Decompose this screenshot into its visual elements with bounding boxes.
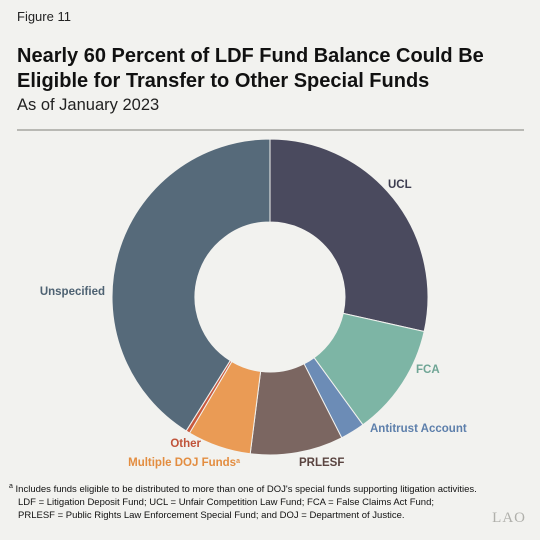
- chart-subtitle: As of January 2023: [17, 96, 160, 114]
- footnote-marker: a: [9, 483, 13, 490]
- lao-logo: LAO: [492, 510, 526, 526]
- label-prlesf: PRLESF: [299, 457, 344, 469]
- slice-unspecified: [111, 138, 271, 432]
- label-multiple-doj-funds: Multiple DOJ Fundsa: [128, 457, 240, 469]
- footnote-text: Includes funds eligible to be distribute…: [15, 484, 477, 496]
- label-footnote-marker: a: [236, 458, 240, 465]
- title-divider: [17, 129, 524, 131]
- abbreviations-line-1: LDF = Litigation Deposit Fund; UCL = Unf…: [18, 497, 434, 509]
- label-unspecified: Unspecified: [40, 286, 105, 298]
- label-ucl: UCL: [388, 179, 412, 191]
- label-fca: FCA: [416, 364, 440, 376]
- label-other: Other: [170, 438, 201, 450]
- slice-ucl: [269, 138, 429, 333]
- abbreviations-line-2: PRLESF = Public Rights Law Enforcement S…: [18, 510, 405, 522]
- label-antitrust-account: Antitrust Account: [370, 423, 467, 435]
- chart-title: Nearly 60 Percent of LDF Fund Balance Co…: [17, 45, 484, 92]
- figure-label: Figure 11: [17, 9, 71, 24]
- footnote: a Includes funds eligible to be distribu…: [9, 480, 529, 496]
- donut-chart: UCL FCA Antitrust Account PRLESF Multiple DO…: [40, 138, 467, 469]
- chart-notes: a Includes funds eligible to be distribu…: [9, 480, 529, 522]
